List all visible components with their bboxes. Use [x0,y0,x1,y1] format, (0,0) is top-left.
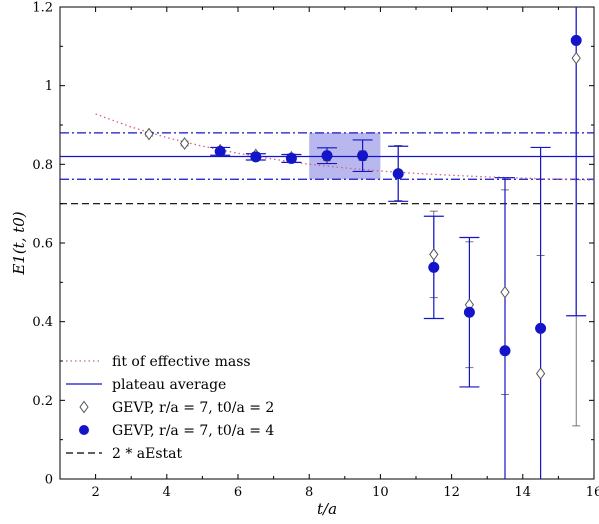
circle-point [357,150,369,162]
diamond-point [179,137,190,150]
diamond-point [144,127,154,141]
y-tick-label: 0.6 [32,237,53,252]
x-tick-label: 4 [163,485,171,500]
circle-point [214,145,226,157]
plot-area [59,6,595,480]
circle-point [321,150,333,162]
circle-point [499,345,511,357]
circle-point [535,322,547,334]
legend-label: GEVP, r/a = 7, t0/a = 4 [112,423,274,439]
circle-point [392,168,404,180]
points-layer [144,34,582,380]
circle-point [428,261,440,273]
y-tick-label: 0.4 [32,315,53,330]
x-tick-label: 12 [443,485,460,500]
x-tick-label: 2 [91,485,99,500]
legend-label: GEVP, r/a = 7, t0/a = 2 [112,400,274,416]
ticks-layer [59,6,595,480]
x-tick-label: 10 [372,485,389,500]
y-axis-title: E1(t, t0) [10,211,28,275]
axes-labels-layer: 2 4 6 8 10 12 14 16 0 0.2 0.4 0.6 0.8 1 1.2 t/a E1(t, t0… [10,1,599,519]
circle-point [250,151,262,163]
x-tick-label: 14 [515,485,532,500]
legend-label: fit of effective mass [112,354,251,370]
legend: fit of effective mass plateau average GEVP… [66,354,274,462]
x-tick-label: 16 [586,485,599,500]
y-tick-label: 0 [45,473,53,488]
legend-label: plateau average [112,377,226,393]
circle-point [463,306,475,318]
y-tick-label: 0.8 [32,158,53,173]
diamond-point [429,248,439,261]
circle-point [285,152,297,164]
diamond-point [571,51,581,65]
y-tick-label: 0.2 [32,394,53,409]
legend-swatch-circle [79,425,89,435]
y-tick-label: 1 [45,79,53,94]
diamond-point [535,367,546,380]
diamond-point [500,285,510,299]
y-tick-label: 1.2 [32,1,53,16]
circle-point [570,34,582,46]
legend-label: 2 * aEstat [112,446,183,462]
x-axis-title: t/a [317,500,337,518]
x-tick-label: 6 [234,485,242,500]
legend-swatch-diamond [79,400,89,414]
x-tick-label: 8 [305,485,313,500]
